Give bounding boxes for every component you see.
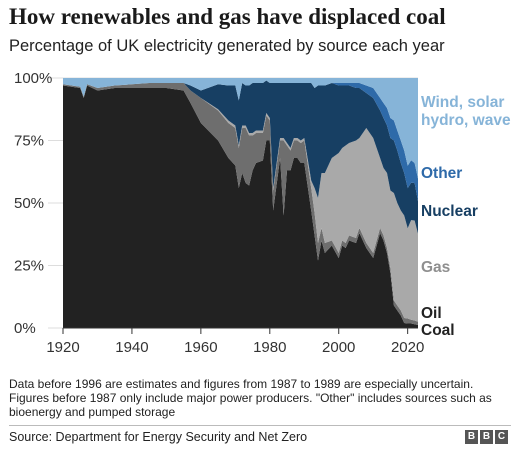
x-tick-label: 1920: [46, 339, 79, 356]
area-series: [63, 78, 418, 328]
area-nuclear: [63, 80, 418, 234]
x-axis-ticks: 1920 1940 1960 1980 2000 2020: [46, 327, 424, 356]
x-tick-label: 1940: [115, 339, 148, 356]
footer-divider: [9, 425, 511, 426]
bbc-logo-letter: C: [495, 430, 508, 444]
x-tick-label: 2000: [322, 339, 355, 356]
legend-label: Other: [421, 165, 462, 182]
y-tick-label: 50%: [14, 195, 44, 212]
footnote: Data before 1996 are estimates and figur…: [9, 377, 492, 419]
chart-subtitle: Percentage of UK electricity generated b…: [9, 37, 445, 55]
legend-label: Wind, solar: [421, 94, 504, 111]
legend-label: Gas: [421, 259, 450, 276]
legend-label: Oil: [421, 305, 442, 322]
legend-label: hydro, wave: [421, 112, 511, 129]
bbc-logo-letter: B: [480, 430, 493, 444]
x-tick-label: 2020: [391, 339, 424, 356]
area-wind-solar-hydro-wave: [63, 78, 418, 179]
source-credit: Source: Department for Energy Security a…: [9, 430, 308, 444]
area-coal: [63, 85, 418, 328]
chart-title: How renewables and gas have displaced co…: [9, 4, 446, 29]
y-tick-label: 25%: [14, 258, 44, 275]
y-axis-ticks: 0% 25% 50% 75% 100%: [14, 70, 52, 337]
legend-label: Nuclear: [421, 203, 478, 220]
bbc-logo-letter: B: [465, 430, 478, 444]
legend-label: Coal: [421, 322, 455, 339]
y-tick-label: 0%: [14, 320, 36, 337]
bbc-logo: B B C: [465, 430, 508, 444]
y-tick-label: 75%: [14, 133, 44, 150]
x-tick-label: 1960: [184, 339, 217, 356]
x-tick-label: 1980: [253, 339, 286, 356]
area-gas: [63, 83, 418, 322]
y-tick-label: 100%: [14, 70, 52, 87]
